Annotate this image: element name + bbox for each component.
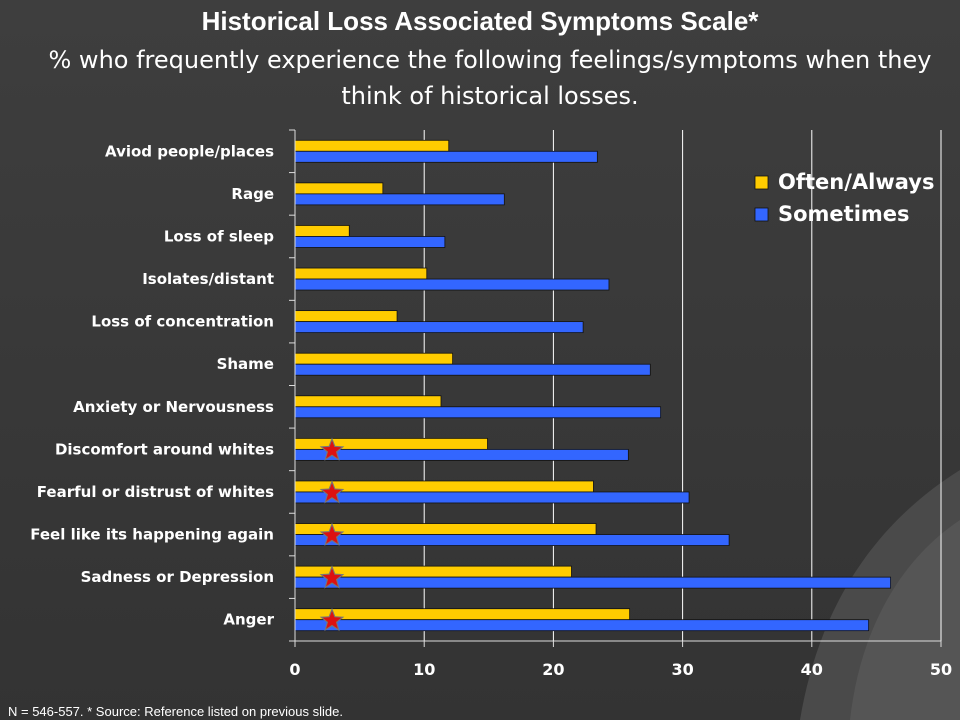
category-label: Loss of concentration [91,313,274,331]
bar-often-always [294,395,442,408]
gridlines [423,130,942,641]
star-marker [322,568,342,587]
legend-label-often-always: Often/Always [778,170,934,194]
chart-subtitle: % who frequently experience the followin… [48,46,932,110]
bar-sometimes [294,150,598,163]
bar-sometimes [294,363,651,376]
bar-often-always [294,267,428,280]
x-tick-labels: 0 10 20 30 40 50 [289,660,952,679]
category-labels: Aviod people/places Rage Loss of sleep Isol… [30,142,274,628]
bar-often-always [294,608,631,621]
axes [289,129,942,647]
category-label: Anger [223,611,274,629]
chart-title: Historical Loss Associated Symptoms Scal… [201,6,759,36]
x-tick-label: 30 [671,660,693,679]
legend-label-sometimes: Sometimes [778,202,910,226]
category-label: Anxiety or Nervousness [73,398,274,416]
bar-sometimes [294,406,662,419]
bar-often-always [294,225,350,237]
category-label: Feel like its happening again [30,526,274,544]
bar-sometimes [294,491,690,504]
bar-often-always [294,352,454,365]
bar-often-always [294,310,398,323]
legend-swatch-often-always [754,175,769,190]
x-tick-label: 20 [542,660,564,679]
category-label: Rage [231,185,274,203]
bar-sometimes [294,321,584,334]
legend: Often/Always Sometimes [754,170,934,226]
footnote: N = 546-557. * Source: Reference listed … [8,704,343,719]
bar-sometimes [294,576,892,589]
x-tick-label: 10 [413,660,435,679]
category-label: Loss of sleep [164,227,274,245]
stars [319,437,345,632]
category-label: Sadness or Depression [81,568,274,586]
category-label: Shame [217,355,274,373]
bar-sometimes [294,236,446,248]
bar-sometimes [294,448,629,461]
category-label: Fearful or distrust of whites [37,483,274,501]
bar-often-always [294,139,450,152]
bars [294,139,892,632]
star-marker [322,440,342,459]
x-tick-label: 50 [930,660,952,679]
bar-sometimes [294,619,870,632]
star-marker [322,482,342,502]
bar-sometimes [294,278,610,291]
bar-sometimes [294,534,730,546]
star-marker [322,525,342,544]
legend-swatch-sometimes [754,207,769,222]
bar-often-always [294,182,384,195]
category-label: Aviod people/places [105,142,274,160]
star-marker [322,610,342,629]
x-tick-label: 40 [801,660,823,679]
category-label: Discomfort around whites [55,440,274,458]
x-tick-label: 0 [289,660,300,679]
bar-sometimes [294,193,505,206]
category-label: Isolates/distant [142,270,274,288]
